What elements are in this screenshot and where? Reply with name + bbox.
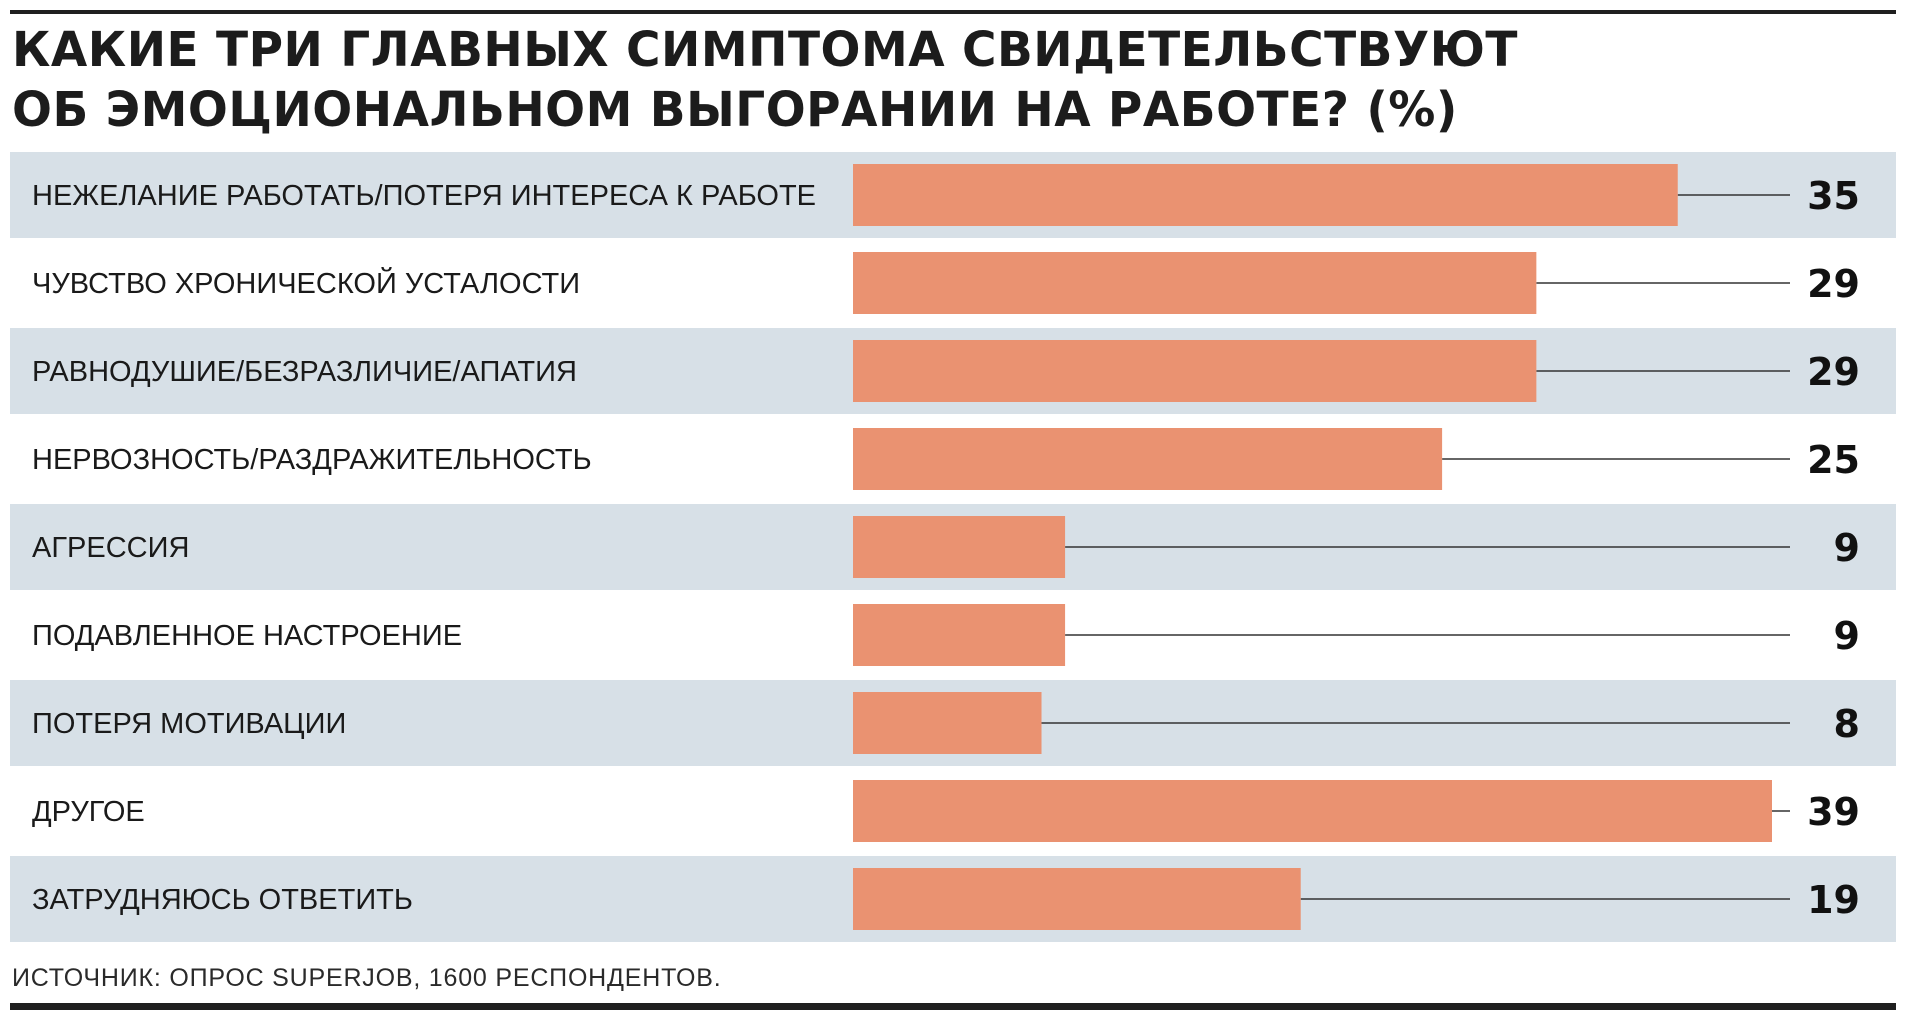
category-label: ЧУВСТВО ХРОНИЧЕСКОЙ УСТАЛОСТИ bbox=[32, 266, 580, 300]
bar-row: ДРУГОЕ 39 bbox=[32, 780, 1860, 842]
bar bbox=[853, 428, 1443, 490]
category-label: НЕРВОЗНОСТЬ/РАЗДРАЖИТЕЛЬНОСТЬ bbox=[32, 444, 592, 476]
category-label: ДРУГОЕ bbox=[32, 796, 145, 828]
top-rule bbox=[10, 10, 1896, 14]
value-label: 39 bbox=[1807, 790, 1860, 834]
chart-title-line-1: КАКИЕ ТРИ ГЛАВНЫХ СИМПТОМА СВИДЕТЕЛЬСТВУ… bbox=[12, 22, 1518, 79]
bar bbox=[853, 252, 1537, 314]
value-label: 29 bbox=[1807, 350, 1860, 394]
category-label: ПОТЕРЯ МОТИВАЦИИ bbox=[32, 708, 346, 740]
bar-row: НЕРВОЗНОСТЬ/РАЗДРАЖИТЕЛЬНОСТЬ 25 bbox=[32, 428, 1860, 490]
bar bbox=[853, 780, 1772, 842]
bar-row: ЧУВСТВО ХРОНИЧЕСКОЙ УСТАЛОСТИ 29 bbox=[32, 252, 1860, 314]
bar-row: РАВНОДУШИЕ/БЕЗРАЗЛИЧИЕ/АПАТИЯ 29 bbox=[10, 328, 1896, 414]
category-label: АГРЕССИЯ bbox=[32, 532, 189, 564]
bar bbox=[853, 164, 1678, 226]
bar bbox=[853, 692, 1042, 754]
value-label: 8 bbox=[1834, 702, 1860, 746]
bar-chart-svg: НЕЖЕЛАНИЕ РАБОТАТЬ/ПОТЕРЯ ИНТЕРЕСА К РАБ… bbox=[10, 152, 1896, 942]
source-note: ИСТОЧНИК: ОПРОС SUPERJOB, 1600 РЕСПОНДЕН… bbox=[12, 964, 722, 992]
value-label: 9 bbox=[1834, 614, 1860, 658]
bottom-rule bbox=[10, 1003, 1896, 1010]
chart-title: КАКИЕ ТРИ ГЛАВНЫХ СИМПТОМА СВИДЕТЕЛЬСТВУ… bbox=[12, 20, 1892, 140]
value-label: 35 bbox=[1807, 174, 1860, 218]
value-label: 25 bbox=[1807, 438, 1860, 482]
bar bbox=[853, 340, 1537, 402]
category-label: ЗАТРУДНЯЮСЬ ОТВЕТИТЬ bbox=[32, 884, 413, 916]
bar-row: НЕЖЕЛАНИЕ РАБОТАТЬ/ПОТЕРЯ ИНТЕРЕСА К РАБ… bbox=[10, 152, 1896, 238]
value-label: 9 bbox=[1834, 526, 1860, 570]
bar bbox=[853, 604, 1066, 666]
category-label: РАВНОДУШИЕ/БЕЗРАЗЛИЧИЕ/АПАТИЯ bbox=[32, 356, 577, 388]
value-label: 29 bbox=[1807, 262, 1860, 306]
bar-row: ЗАТРУДНЯЮСЬ ОТВЕТИТЬ 19 bbox=[10, 856, 1896, 942]
value-label: 19 bbox=[1807, 878, 1860, 922]
category-label: НЕЖЕЛАНИЕ РАБОТАТЬ/ПОТЕРЯ ИНТЕРЕСА К РАБ… bbox=[32, 180, 816, 212]
category-label: ПОДАВЛЕННОЕ НАСТРОЕНИЕ bbox=[32, 620, 462, 652]
bar bbox=[853, 868, 1301, 930]
chart-title-line-2: ОБ ЭМОЦИОНАЛЬНОМ ВЫГОРАНИИ НА РАБОТЕ? (%… bbox=[12, 82, 1458, 139]
bar bbox=[853, 516, 1066, 578]
bar-row: АГРЕССИЯ 9 bbox=[10, 504, 1896, 590]
bar-chart: НЕЖЕЛАНИЕ РАБОТАТЬ/ПОТЕРЯ ИНТЕРЕСА К РАБ… bbox=[10, 152, 1896, 944]
bar-row: ПОТЕРЯ МОТИВАЦИИ 8 bbox=[10, 680, 1896, 766]
bar-row: ПОДАВЛЕННОЕ НАСТРОЕНИЕ 9 bbox=[32, 604, 1860, 666]
